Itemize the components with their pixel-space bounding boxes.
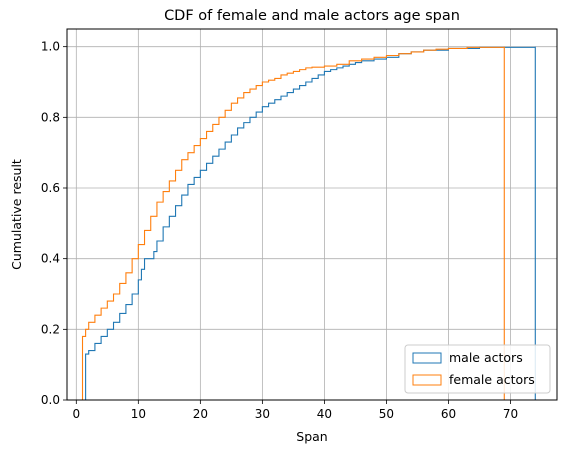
y-ticks: 0.0 0.2 0.4 0.6 0.8 1.0 [41, 40, 67, 407]
y-tick-label: 0.0 [41, 393, 60, 407]
y-tick-label: 0.4 [41, 252, 60, 266]
y-tick-label: 0.2 [41, 322, 60, 336]
y-tick-label: 1.0 [41, 40, 60, 54]
y-tick-label: 0.6 [41, 181, 60, 195]
chart-title: CDF of female and male actors age span [164, 8, 460, 24]
series-line-male [82, 46, 536, 401]
x-tick-label: 70 [503, 407, 518, 421]
legend-label-male: male actors [449, 350, 523, 365]
x-tick-label: 30 [255, 407, 270, 421]
series-line-female [81, 46, 505, 400]
x-tick-label: 20 [193, 407, 208, 421]
x-tick-label: 50 [379, 407, 394, 421]
x-tick-label: 40 [317, 407, 332, 421]
y-axis-label: Cumulative result [9, 159, 24, 270]
x-tick-label: 60 [441, 407, 456, 421]
series-group [81, 46, 536, 401]
x-tick-label: 0 [72, 407, 80, 421]
legend-label-female: female actors [449, 372, 535, 387]
legend: male actors female actors [404, 344, 551, 394]
plot-frame [66, 28, 558, 401]
x-ticks: 0 10 20 30 40 50 60 70 [72, 400, 518, 421]
y-tick-label: 0.8 [41, 110, 60, 124]
legend-swatch-female [412, 374, 442, 386]
x-axis-label: Span [296, 429, 327, 444]
legend-swatch-male [412, 352, 442, 364]
x-tick-label: 10 [131, 407, 146, 421]
